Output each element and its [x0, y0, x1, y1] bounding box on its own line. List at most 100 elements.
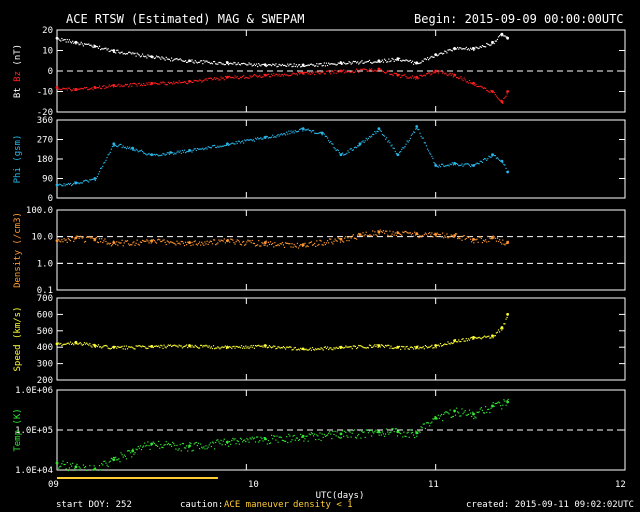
- trace-point-phi: [475, 163, 477, 165]
- trace-point-density: [94, 240, 96, 242]
- trace-point-temp: [405, 435, 407, 438]
- trace-point-bt: [443, 52, 445, 55]
- trace-point-temp: [318, 438, 320, 441]
- trace-point-phi: [296, 131, 299, 133]
- trace-point-speed: [261, 345, 263, 347]
- trace-point-phi: [203, 149, 205, 151]
- trace-point-density: [201, 241, 203, 243]
- trace-point-speed: [322, 349, 324, 351]
- trace-point-density: [124, 240, 126, 242]
- trace-point-phi: [197, 148, 200, 150]
- trace-point-phi: [505, 167, 507, 169]
- trace-point-bt: [353, 61, 356, 63]
- trace-point-temp: [337, 436, 339, 438]
- trace-point-bz: [178, 80, 180, 82]
- trace-point-speed: [182, 346, 185, 348]
- trace-point-speed: [337, 347, 339, 349]
- trace-point-speed: [364, 347, 366, 349]
- trace-point-phi: [309, 129, 311, 132]
- trace-point-bt: [105, 47, 107, 49]
- trace-point-bt: [263, 63, 265, 66]
- trace-point-phi: [140, 149, 143, 151]
- trace-point-bt: [186, 61, 188, 64]
- trace-point-speed: [461, 338, 463, 341]
- trace-point-density: [120, 242, 122, 244]
- trace-point-density: [253, 242, 256, 245]
- trace-point-phi: [489, 156, 491, 158]
- trace-point-bz: [364, 68, 366, 70]
- trace-point-phi: [358, 145, 360, 147]
- trace-point-bz: [281, 73, 283, 76]
- trace-point-bz: [443, 71, 445, 73]
- trace-point-speed: [408, 348, 410, 350]
- trace-point-phi: [230, 143, 232, 145]
- trace-point-bt: [463, 48, 465, 50]
- y-axis-label-bt: Bt: [13, 82, 23, 98]
- trace-point-temp: [203, 446, 205, 448]
- trace-point-bt: [411, 60, 414, 62]
- trace-point-bt: [96, 46, 98, 48]
- trace-point-bt: [70, 42, 73, 44]
- trace-point-temp: [269, 442, 272, 444]
- trace-point-bt: [193, 62, 195, 64]
- trace-point-phi: [346, 152, 348, 154]
- trace-point-temp: [134, 452, 136, 454]
- trace-point-bz: [210, 77, 212, 80]
- trace-point-phi: [57, 184, 59, 186]
- trace-point-temp: [147, 441, 149, 443]
- trace-point-density: [383, 232, 386, 234]
- trace-point-bz: [455, 76, 458, 79]
- trace-point-phi: [227, 144, 230, 146]
- trace-point-bt: [183, 60, 186, 63]
- trace-point-bt: [89, 44, 91, 46]
- trace-point-density: [157, 239, 159, 241]
- trace-point-speed: [169, 344, 172, 346]
- trace-point-bt: [217, 63, 219, 65]
- trace-point-speed: [275, 348, 277, 350]
- trace-point-density: [281, 241, 283, 244]
- trace-point-bt: [339, 61, 342, 63]
- trace-point-speed: [66, 342, 68, 344]
- trace-point-phi: [72, 184, 74, 186]
- trace-point-phi: [208, 146, 210, 148]
- trace-point-density: [431, 232, 433, 234]
- trace-point-phi: [366, 139, 368, 141]
- trace-point-density: [183, 244, 186, 247]
- trace-point-density: [61, 239, 63, 241]
- trace-point-phi: [336, 149, 338, 151]
- trace-point-density: [423, 234, 425, 236]
- trace-point-density: [361, 235, 363, 237]
- trace-point-density: [297, 247, 300, 249]
- trace-point-temp: [501, 408, 503, 410]
- trace-point-bz: [360, 68, 362, 70]
- trace-point-density: [466, 235, 468, 238]
- trace-point-bt: [412, 63, 415, 65]
- trace-point-bz: [289, 74, 291, 77]
- trace-point-phi: [340, 153, 343, 155]
- trace-point-bz: [225, 77, 228, 79]
- trace-point-temp: [352, 430, 354, 432]
- trace-point-temp: [464, 410, 466, 412]
- trace-point-phi: [416, 127, 418, 130]
- trace-point-bz: [58, 88, 60, 90]
- trace-point-bt: [262, 63, 264, 66]
- trace-point-density: [234, 243, 236, 245]
- trace-point-speed: [340, 347, 343, 349]
- trace-point-temp: [488, 408, 490, 410]
- trace-point-speed: [350, 346, 352, 348]
- trace-point-bt: [155, 55, 158, 57]
- trace-point-density: [461, 239, 463, 241]
- trace-point-density: [372, 230, 374, 232]
- trace-point-bt: [418, 62, 420, 65]
- trace-point-density: [338, 238, 340, 240]
- trace-point-density: [420, 236, 422, 238]
- trace-point-bz: [500, 99, 502, 102]
- trace-point-density: [175, 244, 177, 246]
- trace-point-temp: [272, 438, 274, 440]
- trace-point-speed: [409, 346, 411, 348]
- trace-point-temp: [175, 448, 177, 450]
- y-tick-label-phi-1: 90: [42, 175, 53, 185]
- trace-point-temp: [172, 441, 174, 443]
- x-axis-label: UTC(days): [316, 491, 365, 501]
- trace-point-speed: [103, 345, 105, 347]
